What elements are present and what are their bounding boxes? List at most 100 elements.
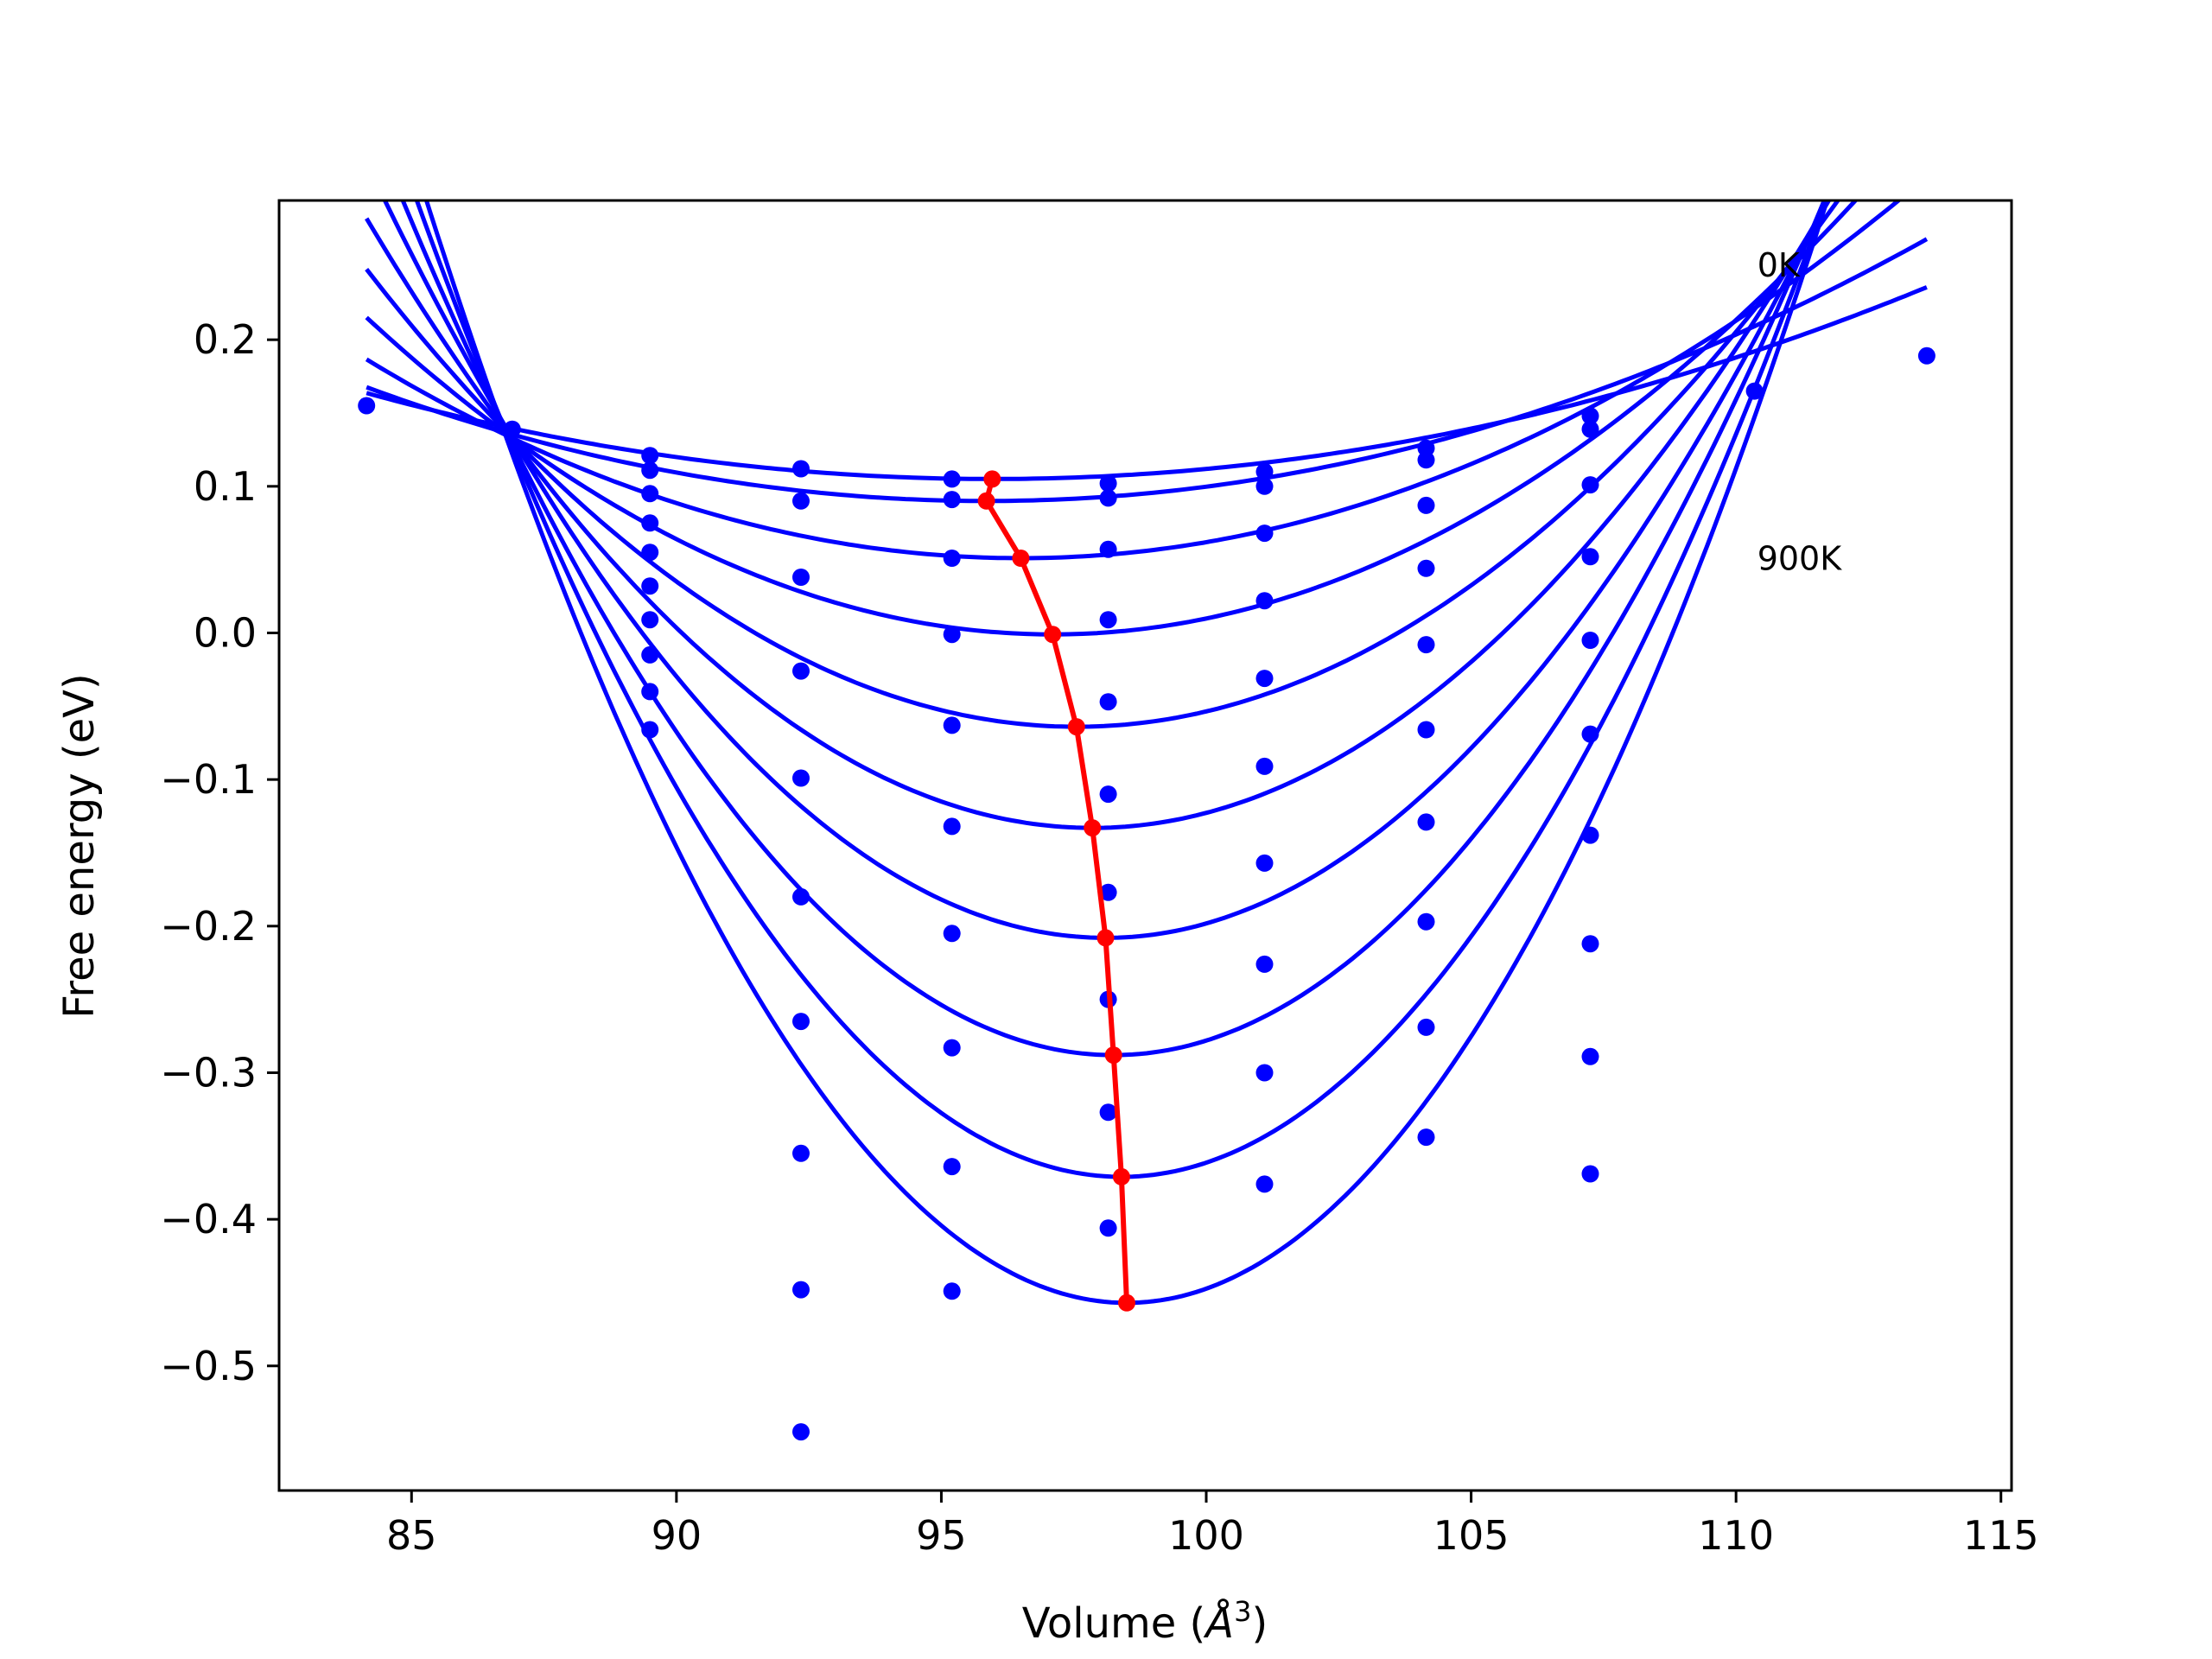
minimum-path-line (983, 478, 1129, 1303)
data-point (641, 721, 659, 739)
y-tick-label: 0.2 (194, 316, 257, 363)
data-point (943, 626, 961, 644)
data-point (1417, 451, 1435, 469)
x-tick-label: 105 (1433, 1512, 1510, 1559)
data-point (1417, 636, 1435, 654)
y-tick-label: 0.1 (194, 463, 257, 510)
data-point (1581, 1047, 1599, 1065)
data-point (1581, 826, 1599, 844)
y-tick-label: 0.0 (194, 609, 257, 656)
data-point (1255, 757, 1274, 775)
data-point (943, 470, 961, 488)
x-axis: 85 90 95 100 105 110 115 (386, 1491, 2039, 1559)
data-point (503, 420, 521, 438)
plot-background (279, 200, 2012, 1491)
x-tick-label: 85 (386, 1512, 437, 1559)
data-point (1255, 955, 1274, 973)
data-point (1099, 883, 1117, 901)
data-point (1581, 632, 1599, 649)
data-point (792, 1013, 810, 1031)
data-point (1581, 548, 1599, 566)
data-point (792, 492, 810, 510)
data-point (641, 577, 659, 595)
data-point (1417, 496, 1435, 514)
data-point (641, 485, 659, 503)
minimum-point (1118, 1294, 1135, 1312)
data-point (943, 716, 961, 734)
x-tick-label: 100 (1168, 1512, 1244, 1559)
fit-curve-6 (382, 200, 1829, 940)
data-point (1099, 693, 1117, 711)
data-point (641, 543, 659, 562)
data-point (1255, 854, 1274, 872)
fit-curve-3 (365, 200, 1859, 637)
y-tick-label: −0.4 (160, 1196, 257, 1243)
data-point (792, 569, 810, 586)
data-point (641, 645, 659, 664)
x-axis-label-superscript: 3 (1234, 1595, 1251, 1628)
fit-curve-7 (400, 200, 1827, 1058)
fit-curve-4 (365, 200, 1841, 729)
data-point (1581, 476, 1599, 494)
data-point (792, 887, 810, 906)
fit-curve-8 (414, 200, 1829, 1179)
minimum-point (1067, 718, 1085, 736)
data-point (792, 1423, 810, 1441)
minimum-point (1084, 819, 1102, 837)
x-tick-label: 95 (916, 1512, 967, 1559)
data-point (1417, 559, 1435, 577)
data-point (1255, 524, 1274, 543)
data-point (792, 769, 810, 787)
data-points (358, 346, 1936, 1441)
data-point (1745, 382, 1764, 400)
minimum-point (1012, 550, 1030, 567)
fit-curve-5 (365, 200, 1832, 830)
data-point (641, 611, 659, 629)
annotation-label: 900K (1758, 540, 1843, 578)
data-point (1099, 1103, 1117, 1122)
data-point (1581, 1165, 1599, 1183)
minimum-point (1096, 929, 1115, 947)
minimum-point (977, 492, 995, 510)
annotation-label: 0K (1758, 246, 1801, 284)
data-point (792, 1144, 810, 1162)
y-axis-label: Free energy (eV) (55, 673, 104, 1018)
minimum-path (977, 470, 1135, 1312)
y-tick-label: −0.3 (160, 1049, 257, 1096)
data-point (1255, 462, 1274, 480)
data-point (641, 461, 659, 480)
data-point (1099, 785, 1117, 804)
data-point (943, 817, 961, 836)
data-point (1255, 1175, 1274, 1193)
data-point (943, 925, 961, 943)
minimum-point (983, 470, 1001, 488)
fit-curve-9 (423, 200, 1830, 1306)
fit-curves (365, 200, 1929, 1306)
data-point (943, 1282, 961, 1300)
data-point (943, 1039, 961, 1057)
data-point (1255, 477, 1274, 495)
x-tick-label: 115 (1963, 1512, 2039, 1559)
data-point (1099, 611, 1117, 629)
y-tick-label: −0.5 (160, 1343, 257, 1389)
y-tick-label: −0.2 (160, 903, 257, 950)
annotations: 0K 900K (1758, 246, 1843, 577)
data-point (1417, 1018, 1435, 1036)
data-point (792, 662, 810, 680)
data-point (1581, 420, 1599, 438)
data-point (1099, 489, 1117, 507)
data-point (943, 1158, 961, 1176)
data-point (1417, 1128, 1435, 1147)
data-point (1417, 912, 1435, 931)
data-point (641, 514, 659, 532)
data-point (358, 397, 376, 415)
plot-frame (277, 199, 2013, 1492)
data-point (792, 1281, 810, 1299)
data-point (1917, 346, 1936, 365)
x-tick-label: 110 (1698, 1512, 1774, 1559)
data-point (1099, 1219, 1117, 1237)
data-point (792, 460, 810, 478)
data-point (1581, 935, 1599, 953)
data-point (1255, 592, 1274, 610)
